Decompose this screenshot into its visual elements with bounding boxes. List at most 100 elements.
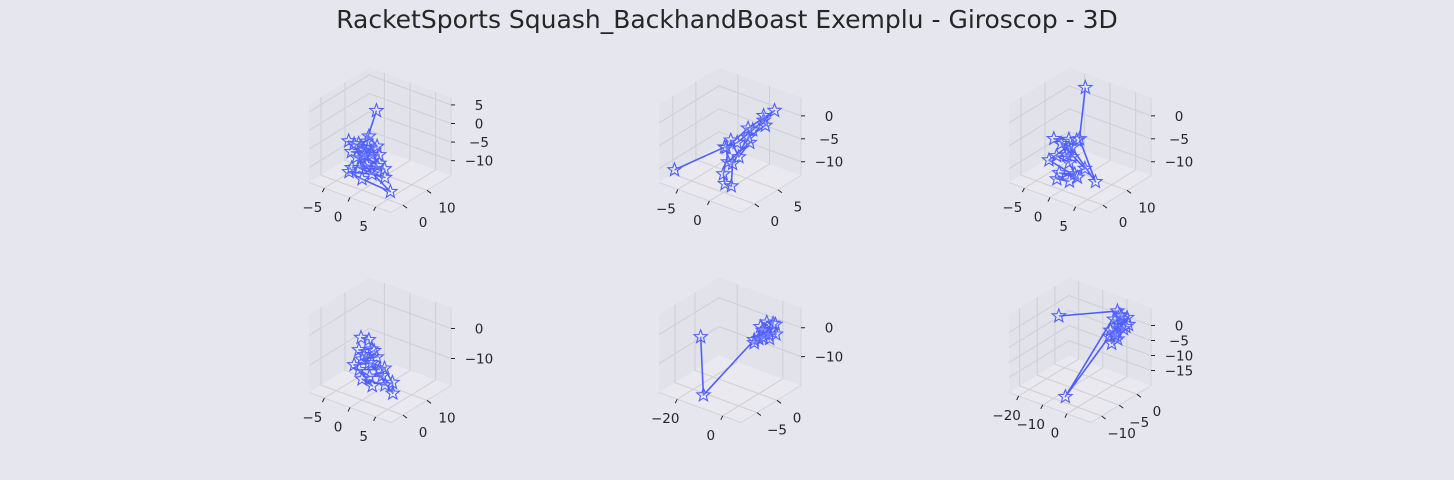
star-marker [363, 165, 381, 182]
star-marker [730, 148, 747, 164]
star-marker [1077, 79, 1094, 95]
x-tick-mark [373, 416, 377, 422]
z-tick-label: −10 [465, 154, 494, 170]
x-tick-mark [321, 397, 325, 403]
star-marker [1045, 130, 1063, 146]
y-tick-mark [426, 399, 432, 404]
y-tick-mark [776, 399, 782, 404]
y-tick-label: 0 [793, 410, 802, 426]
z-tick-label: −10 [815, 155, 844, 171]
star-marker [764, 314, 782, 331]
y-tick-mark [777, 189, 783, 194]
y-tick-label: 5 [794, 200, 803, 216]
gridline-x [349, 292, 411, 408]
y-axis-line [740, 385, 802, 423]
x-tick-mark [707, 200, 710, 206]
star-marker [1048, 170, 1065, 186]
x-tick-mark [674, 398, 678, 404]
y-tick-mark [402, 414, 408, 419]
x-tick-mark [1073, 206, 1077, 212]
x-tick-label: 5 [359, 429, 368, 445]
y-axis-line [390, 385, 452, 423]
x-tick-label: 0 [706, 428, 715, 444]
gridline-z [658, 108, 802, 147]
y-tick-mark [756, 412, 762, 417]
star-marker [1051, 164, 1068, 180]
gridline-y [344, 292, 428, 401]
star-marker [1115, 320, 1132, 336]
star-marker [1058, 146, 1076, 162]
pane-floor [659, 145, 801, 213]
star-marker [382, 183, 399, 199]
y-tick-mark [1102, 204, 1108, 209]
x-tick-mark [1040, 404, 1044, 410]
z-tick-label: −15 [1165, 364, 1194, 380]
star-marker [739, 128, 757, 145]
y-axis-line [390, 175, 452, 213]
z-tick-label: −10 [815, 350, 844, 366]
y-tick-label: 0 [771, 214, 780, 230]
star-marker [376, 359, 393, 376]
y-axis-line [740, 175, 802, 213]
x-tick-label: 0 [1034, 210, 1043, 226]
gridline-z [308, 92, 452, 131]
star-marker [353, 170, 371, 186]
subplot-2: −50 050−5−10 [656, 67, 844, 230]
x-axis-line [658, 392, 742, 423]
gridline-x [709, 86, 770, 202]
star-marker [718, 139, 735, 155]
y-tick-mark [754, 203, 760, 208]
star-marker [1103, 334, 1120, 351]
z-tick-label: −10 [465, 352, 494, 368]
pane-floor [659, 355, 801, 423]
y-tick-label: 0 [419, 425, 428, 441]
star-marker [1066, 165, 1083, 181]
star-marker [384, 384, 401, 401]
pane-left [659, 67, 719, 183]
star-marker [666, 161, 683, 177]
x-tick-mark [321, 187, 325, 193]
x-tick-label: −5 [1002, 200, 1022, 216]
star-marker [767, 325, 784, 342]
z-tick-label: 0 [825, 109, 834, 125]
y-tick-mark [1118, 404, 1124, 409]
star-marker [1068, 131, 1085, 148]
gridline-y [694, 292, 778, 401]
x-tick-mark [1016, 395, 1020, 401]
star-marker [723, 177, 740, 194]
y-tick-mark [402, 204, 408, 209]
star-marker [766, 102, 783, 118]
star-marker [1113, 307, 1130, 323]
x-tick-mark [1047, 197, 1051, 202]
y-tick-label: 10 [438, 410, 455, 426]
y-tick-mark [426, 189, 432, 194]
subplot-6: −20−100 −10−500−5−10−15 [992, 277, 1194, 442]
z-tick-label: 0 [825, 321, 834, 337]
gridline-z [658, 131, 802, 170]
gridline-z [1008, 108, 1152, 147]
star-marker [755, 328, 772, 345]
star-marker [746, 334, 763, 350]
series-line [674, 109, 776, 187]
star-marker [343, 159, 360, 175]
y-tick-label: 10 [438, 200, 455, 216]
gridline-z [308, 297, 452, 336]
star-marker [346, 356, 363, 372]
x-tick-label: −20 [992, 408, 1021, 424]
star-marker [757, 116, 774, 133]
star-marker [695, 386, 712, 403]
gridline-z [658, 326, 802, 365]
y-axis-line [1090, 175, 1152, 213]
gridline-y [1020, 97, 1104, 206]
z-tick-label: −5 [469, 135, 489, 151]
gridline-z [1008, 324, 1152, 363]
star-marker [346, 135, 363, 151]
z-tick-label: −5 [819, 132, 839, 148]
star-marker [369, 157, 386, 173]
star-marker [352, 329, 370, 345]
gridline-z [1008, 85, 1152, 124]
gridline-x [722, 300, 784, 417]
x-tick-mark [1064, 413, 1068, 418]
